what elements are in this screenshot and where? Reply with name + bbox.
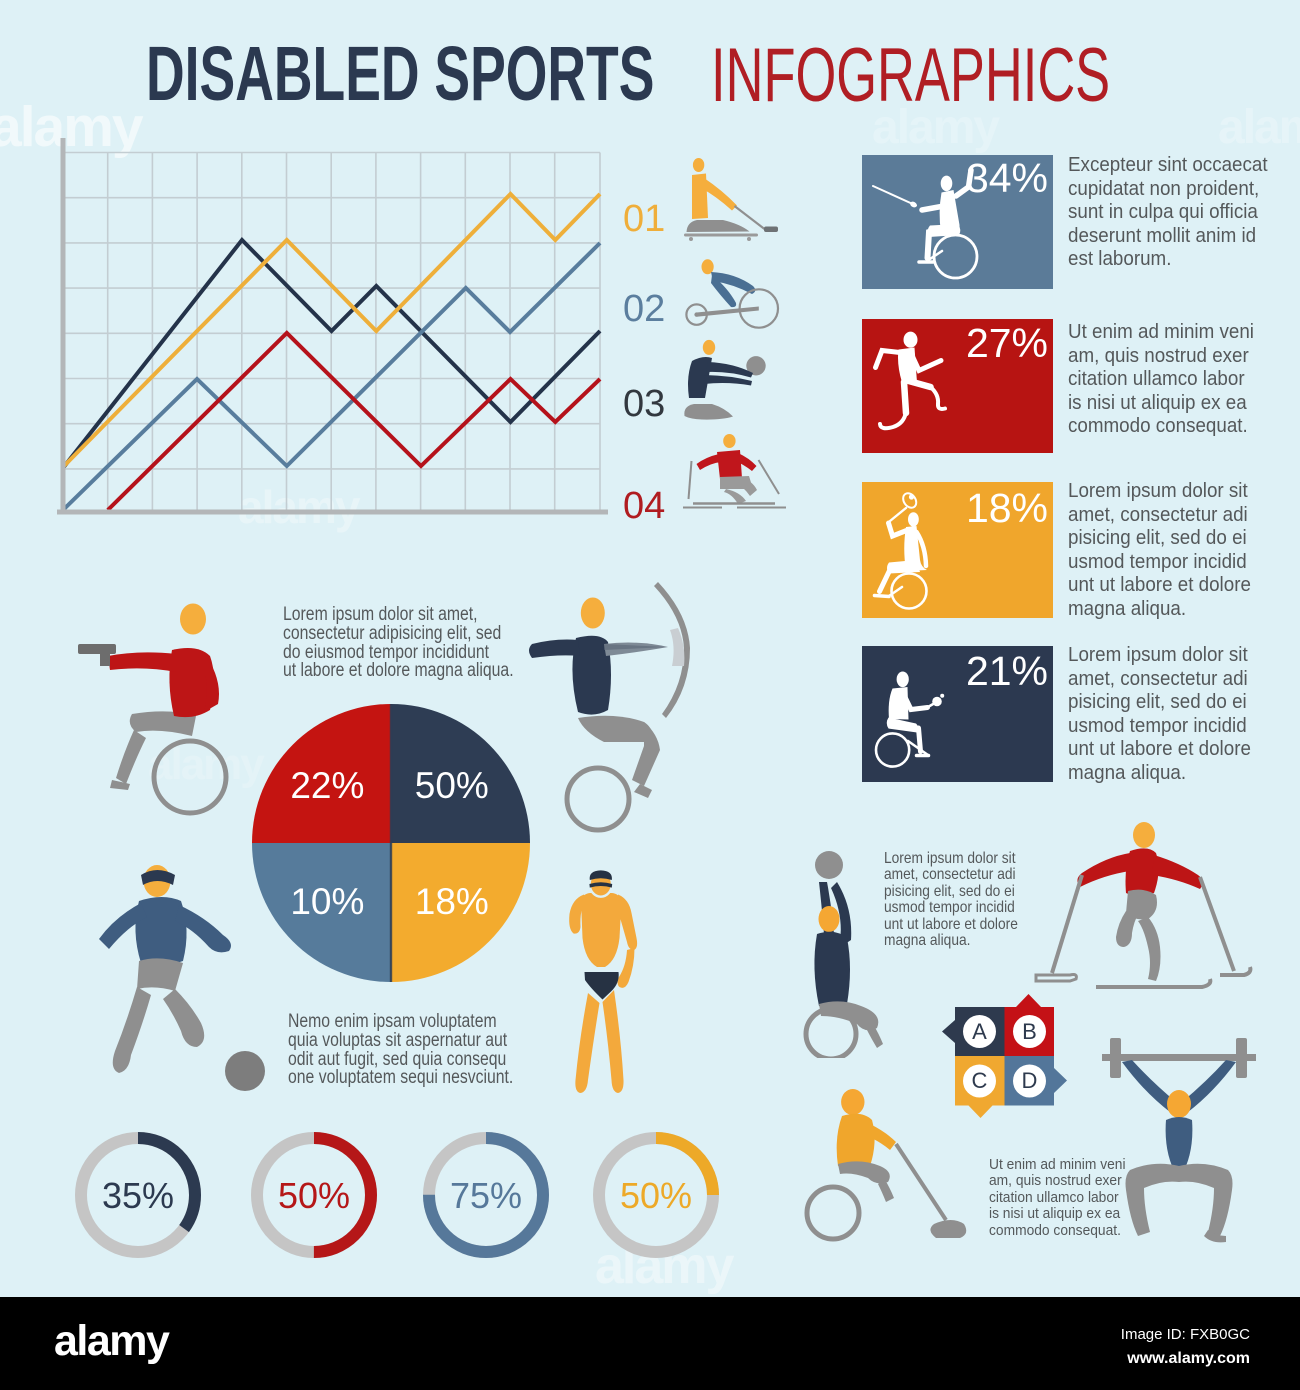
- svg-text:22%: 22%: [290, 765, 364, 806]
- svg-text:D: D: [1022, 1068, 1038, 1093]
- svg-text:A: A: [972, 1019, 987, 1044]
- svg-text:C: C: [972, 1068, 988, 1093]
- svg-text:18%: 18%: [415, 881, 489, 922]
- svg-text:75%: 75%: [450, 1175, 522, 1216]
- svg-text:B: B: [1022, 1019, 1037, 1044]
- svg-text:50%: 50%: [620, 1175, 692, 1216]
- svg-text:10%: 10%: [290, 881, 364, 922]
- svg-text:50%: 50%: [278, 1175, 350, 1216]
- svg-text:35%: 35%: [102, 1175, 174, 1216]
- svg-text:50%: 50%: [415, 765, 489, 806]
